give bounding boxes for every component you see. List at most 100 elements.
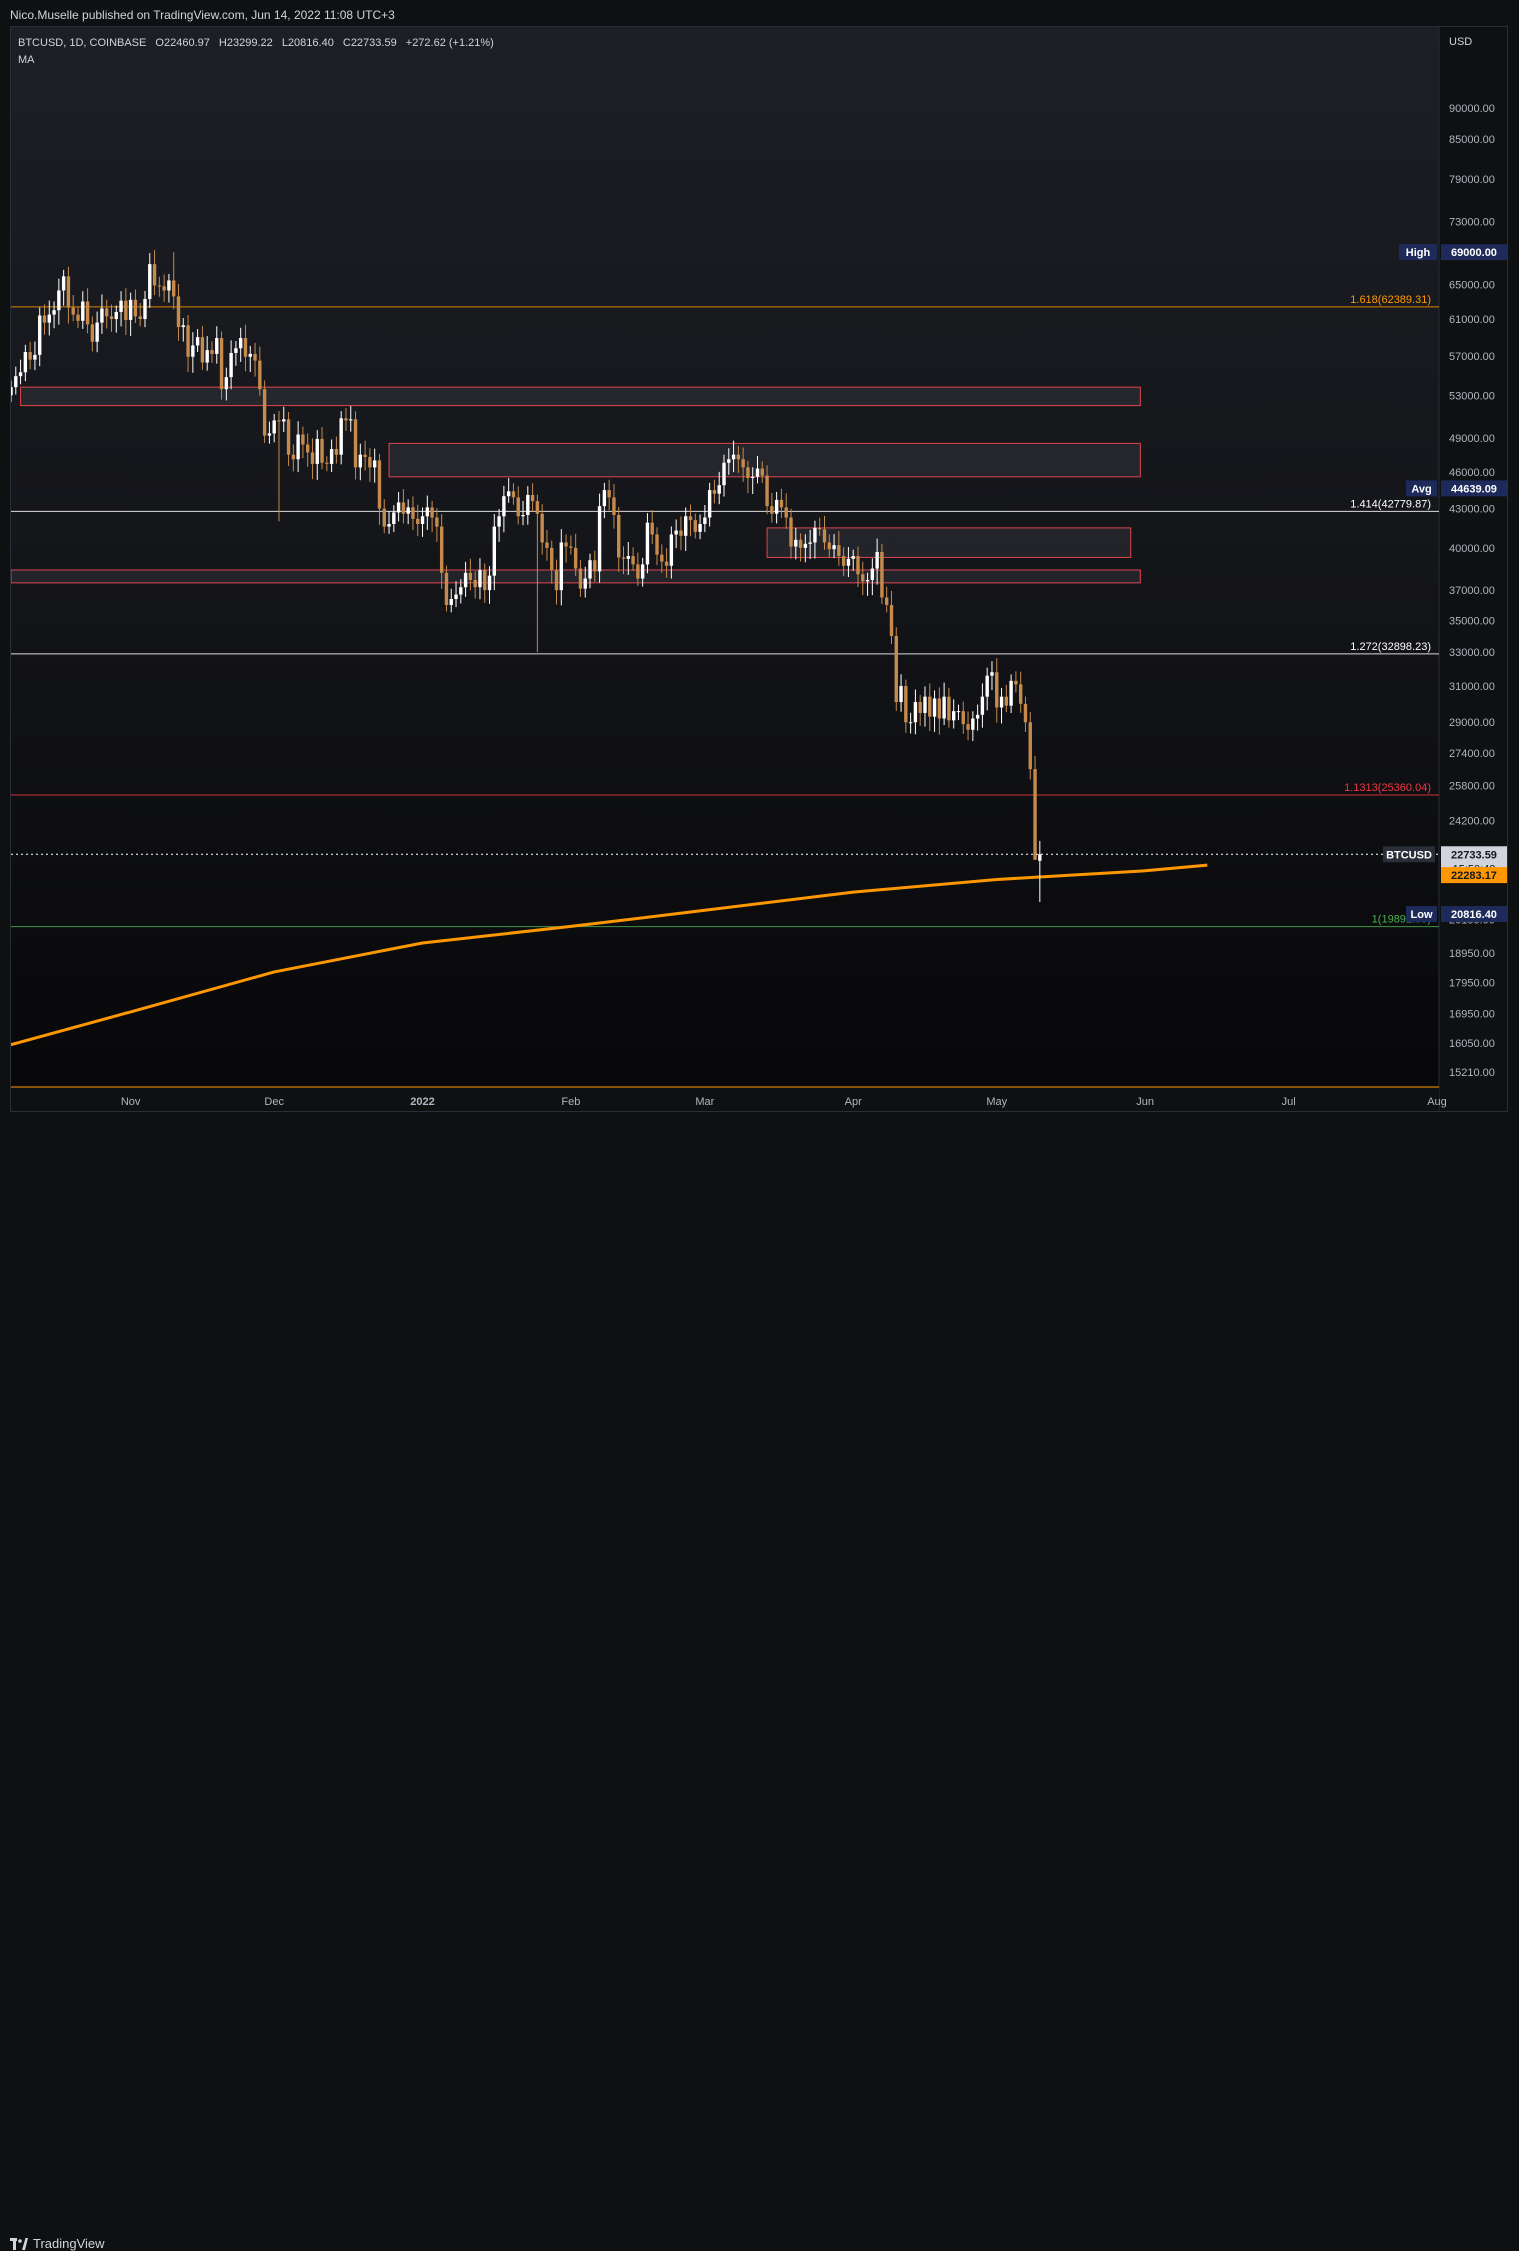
x-tick-label: Jun [1136, 1096, 1154, 1108]
y-tick-label: 18950.00 [1449, 948, 1495, 960]
chart-frame[interactable]: USD 90000.00 85000.00 79000.00 73000.00 69000… [10, 26, 1508, 1112]
candle-body [971, 718, 975, 730]
x-tick-label: Feb [561, 1096, 580, 1108]
candle-body [42, 315, 47, 323]
tradingview-logo[interactable]: TradingView [10, 2236, 105, 2251]
candle-body [904, 686, 908, 723]
candle-body [100, 308, 104, 323]
candle-body [301, 434, 305, 445]
candle-body [28, 352, 32, 360]
candle-body [282, 419, 286, 422]
y-tick-label: 25800.00 [1449, 781, 1495, 793]
candle-body [674, 530, 678, 535]
candle-body [1018, 684, 1023, 704]
price-badge-bg [1441, 244, 1507, 261]
candle-body [684, 516, 688, 536]
y-tick-label: 29000.00 [1449, 717, 1495, 729]
candle-body [1014, 680, 1018, 685]
candle-body [660, 554, 664, 562]
candle-body [865, 579, 870, 582]
candle-body [61, 276, 66, 291]
candle-body [530, 494, 535, 502]
symbol-legend[interactable]: BTCUSD, 1D, COINBASE O22460.97 H23299.22… [18, 35, 500, 52]
legend-symbol: BTCUSD, 1D, COINBASE [18, 37, 147, 49]
candle-body [578, 568, 583, 589]
candle-body [832, 545, 836, 550]
candle-body [286, 419, 291, 455]
candle-body [942, 696, 946, 719]
candle-body [640, 564, 645, 579]
candle-body [128, 299, 133, 320]
candle-body [516, 497, 520, 517]
candle-body [569, 546, 573, 548]
candle-body [554, 569, 559, 591]
y-tick-label: 16050.00 [1449, 1038, 1495, 1050]
candle-body [583, 578, 587, 589]
candle-body [219, 338, 224, 390]
candle-body [305, 444, 310, 453]
candle-body [899, 686, 903, 703]
x-tick-label: Dec [264, 1096, 284, 1108]
x-tick-label: Jul [1282, 1096, 1296, 1108]
candle-body [722, 462, 726, 486]
candle-body [85, 301, 90, 325]
candle-body [133, 299, 138, 317]
candle-body [258, 360, 262, 390]
candle-body [913, 702, 918, 723]
candle-body [1023, 703, 1028, 723]
candle-body [47, 314, 51, 323]
candle-body [789, 517, 793, 547]
y-tick-label: 61000.00 [1449, 314, 1495, 326]
candle-body [18, 372, 23, 377]
candle-body [746, 467, 750, 479]
candle-body [803, 543, 808, 548]
y-tick-label: 43000.00 [1449, 504, 1495, 516]
x-tick-label: Aug [1427, 1096, 1447, 1108]
price-badge-label-bg [1406, 906, 1437, 923]
candle-body [593, 560, 597, 572]
candle-body [784, 507, 788, 518]
candle-body [138, 316, 142, 320]
candle-body [105, 308, 109, 317]
price-chart[interactable]: USD 90000.00 85000.00 79000.00 73000.00 69000… [11, 27, 1508, 1112]
y-tick-label: 85000.00 [1449, 134, 1495, 146]
candle-body [597, 506, 602, 572]
candle-body [444, 572, 449, 605]
candle-body [109, 316, 114, 320]
top-bar: Nico.Muselle published on TradingView.co… [0, 0, 1519, 26]
moving-average-line [11, 863, 1208, 1047]
candle-body [794, 539, 798, 547]
candle-body [712, 490, 717, 494]
candle-body [344, 418, 348, 421]
candle-body [11, 387, 13, 396]
y-tick-label: 37000.00 [1449, 585, 1495, 597]
y-tick-label: 17950.00 [1449, 977, 1495, 989]
candle-body [655, 534, 659, 555]
candle-body [837, 545, 841, 557]
candle-body [870, 568, 875, 580]
candle-body [851, 556, 855, 559]
candle-body [148, 264, 152, 299]
candle-body [1038, 854, 1042, 861]
legend-low: L20816.40 [281, 37, 334, 49]
candle-body [392, 512, 396, 524]
candle-body [387, 523, 391, 527]
candle-body [325, 462, 329, 464]
candle-body [57, 290, 61, 311]
publisher-text: Nico.Muselle published on TradingView.co… [10, 8, 395, 22]
legend-high: H23299.22 [218, 37, 273, 49]
candle-body [171, 280, 176, 297]
candle-body [468, 572, 473, 580]
candle-body [698, 523, 702, 532]
indicator-legend[interactable]: MA [18, 54, 35, 66]
candle-body [846, 558, 851, 566]
candle-body [430, 507, 434, 518]
candle-body [191, 345, 195, 357]
candle-body [727, 459, 731, 463]
candle-body [310, 452, 315, 464]
candle-body [607, 490, 611, 498]
candle-body [210, 350, 214, 354]
candle-body [502, 496, 506, 517]
candle-body [272, 420, 276, 434]
price-badge-label-bg [1399, 244, 1437, 261]
